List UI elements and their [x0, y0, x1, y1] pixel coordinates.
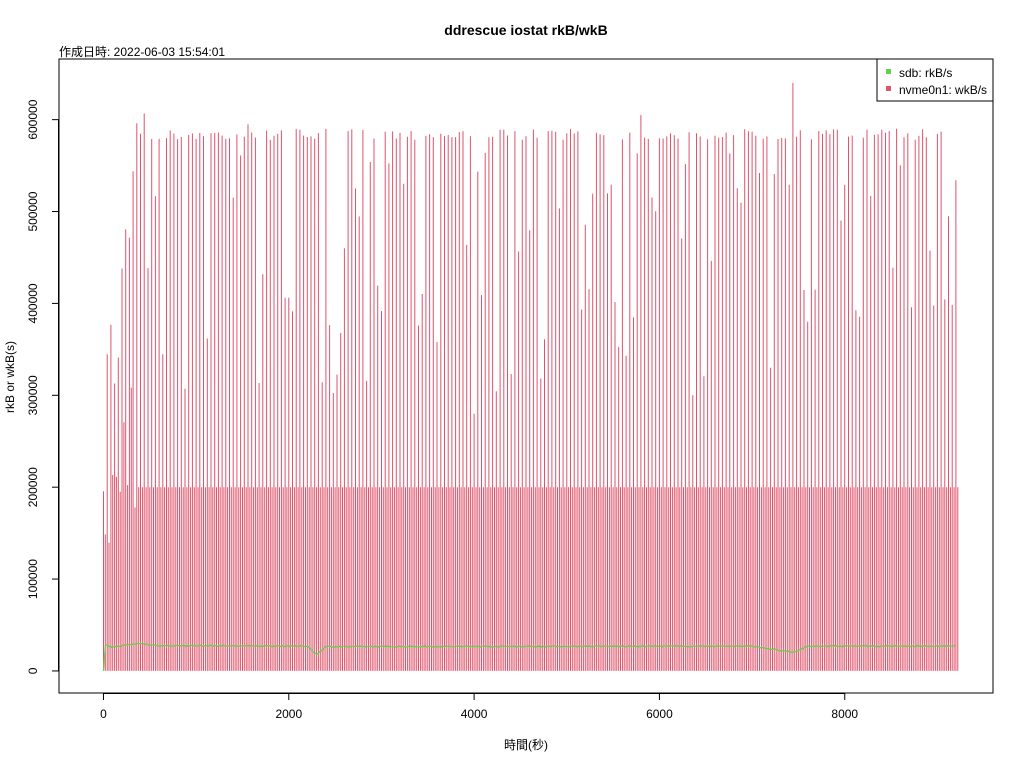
x-tick-label: 2000	[275, 707, 302, 721]
legend: sdb: rkB/s nvme0n1: wkB/s	[876, 58, 994, 102]
y-tick-label: 300000	[26, 375, 40, 415]
y-tick-label: 200000	[26, 467, 40, 507]
y-tick-label: 100000	[26, 559, 40, 599]
x-tick-label: 6000	[646, 707, 673, 721]
legend-swatch-nvme	[886, 86, 891, 91]
y-tick-label: 500000	[26, 191, 40, 231]
y-tick-label: 0	[26, 667, 40, 674]
legend-swatch-sdb	[886, 69, 891, 74]
x-axis: 0 2000 4000 6000 8000	[100, 693, 858, 721]
legend-label-nvme: nvme0n1: wkB/s	[899, 83, 987, 97]
chart-subtitle: 作成日時: 2022-06-03 15:54:01	[59, 45, 225, 59]
chart-title: ddrescue iostat rkB/wkB	[444, 22, 607, 38]
x-tick-label: 4000	[461, 707, 488, 721]
series-layer	[102, 82, 959, 671]
x-tick-label: 0	[100, 707, 107, 721]
legend-label-sdb: sdb: rkB/s	[899, 66, 952, 80]
y-tick-label: 400000	[26, 283, 40, 323]
sdb-line	[102, 642, 956, 671]
y-tick-label: 600000	[26, 99, 40, 139]
series-nvme0n1-wkb	[103, 82, 959, 671]
nvme-spikes	[103, 82, 959, 671]
series-sdb-rkb	[102, 642, 956, 671]
legend-box	[876, 58, 994, 102]
x-tick-label: 8000	[831, 707, 858, 721]
y-axis-label: rkB or wkB(s)	[3, 341, 17, 413]
y-axis: 0 100000 200000 300000 400000 500000 600000	[26, 99, 59, 674]
x-axis-label: 時間(秒)	[504, 738, 548, 752]
